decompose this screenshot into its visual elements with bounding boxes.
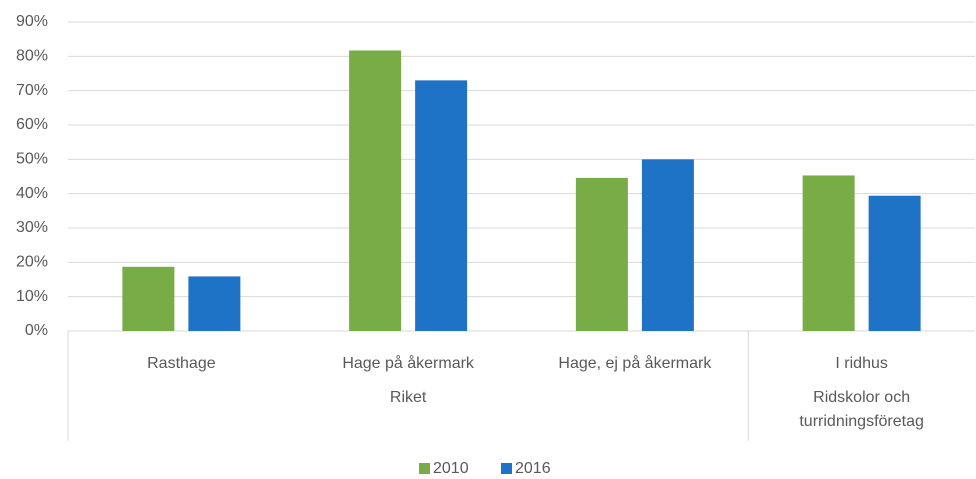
y-tick-label: 50% — [16, 151, 48, 168]
legend-swatch — [419, 463, 430, 474]
group-label: Riket — [389, 389, 427, 406]
x-tick-label: Hage på åkermark — [342, 354, 475, 372]
y-tick-label: 40% — [16, 185, 48, 202]
y-tick-label: 10% — [16, 288, 48, 305]
legend-label: 2016 — [515, 460, 551, 477]
bar — [349, 50, 402, 331]
bar — [415, 80, 468, 331]
x-tick-label: Hage, ej på åkermark — [558, 354, 712, 372]
y-tick-label: 80% — [16, 48, 48, 65]
legend-label: 2010 — [433, 460, 469, 477]
bar — [122, 266, 175, 331]
bar — [868, 195, 921, 331]
y-tick-label: 70% — [16, 82, 48, 99]
y-tick-label: 60% — [16, 116, 48, 133]
x-tick-label: I ridhus — [835, 355, 887, 372]
bar — [188, 276, 241, 331]
y-tick-label: 30% — [16, 219, 48, 236]
y-tick-label: 0% — [25, 322, 48, 339]
bar — [802, 175, 855, 331]
legend-swatch — [501, 463, 512, 474]
group-label-text: Ridskolor och turridningsföretag — [799, 389, 924, 430]
y-tick-label: 90% — [16, 13, 48, 30]
bar — [641, 159, 694, 331]
group-label: Ridskolor och turridningsföretag — [799, 389, 924, 430]
x-tick-label: Rasthage — [147, 355, 216, 372]
bar — [575, 177, 628, 331]
y-tick-label: 20% — [16, 254, 48, 271]
group-label-text: Riket — [389, 389, 427, 406]
